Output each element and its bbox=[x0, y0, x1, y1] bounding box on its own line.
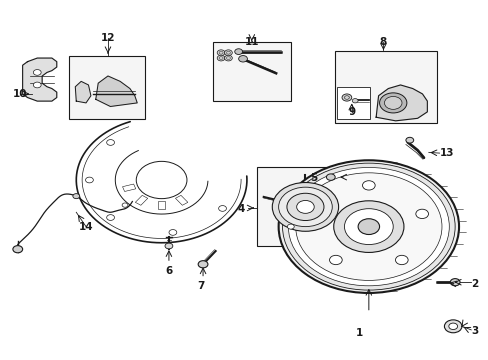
Text: 3: 3 bbox=[470, 325, 478, 336]
Circle shape bbox=[278, 160, 458, 293]
Circle shape bbox=[224, 55, 232, 61]
Bar bbox=[212, 42, 290, 101]
Circle shape bbox=[13, 246, 22, 253]
Text: 12: 12 bbox=[101, 33, 115, 43]
Circle shape bbox=[272, 183, 338, 231]
Circle shape bbox=[341, 94, 351, 101]
Circle shape bbox=[234, 49, 242, 54]
Circle shape bbox=[85, 177, 93, 183]
Circle shape bbox=[362, 181, 374, 190]
Polygon shape bbox=[96, 76, 137, 107]
Circle shape bbox=[415, 209, 427, 219]
Circle shape bbox=[224, 50, 232, 55]
Circle shape bbox=[295, 173, 441, 280]
Text: 2: 2 bbox=[470, 279, 478, 289]
Circle shape bbox=[73, 194, 80, 199]
Circle shape bbox=[164, 243, 172, 249]
Circle shape bbox=[351, 99, 357, 103]
Circle shape bbox=[405, 137, 413, 143]
Circle shape bbox=[287, 224, 294, 229]
Polygon shape bbox=[375, 85, 427, 121]
Circle shape bbox=[357, 219, 379, 234]
Polygon shape bbox=[75, 81, 91, 103]
Circle shape bbox=[218, 206, 226, 211]
Circle shape bbox=[33, 82, 41, 88]
Circle shape bbox=[308, 209, 321, 219]
Text: 7: 7 bbox=[197, 281, 204, 291]
Circle shape bbox=[296, 201, 314, 213]
Circle shape bbox=[288, 167, 448, 286]
Text: 13: 13 bbox=[439, 148, 453, 158]
Circle shape bbox=[449, 279, 459, 286]
Text: 8: 8 bbox=[379, 37, 386, 47]
Circle shape bbox=[448, 323, 457, 329]
Bar bbox=[135, 195, 147, 205]
Circle shape bbox=[106, 215, 114, 220]
Circle shape bbox=[278, 187, 331, 226]
Text: 9: 9 bbox=[347, 107, 355, 117]
Circle shape bbox=[217, 55, 224, 61]
Polygon shape bbox=[22, 58, 57, 101]
Circle shape bbox=[238, 55, 247, 62]
Text: 4: 4 bbox=[237, 204, 244, 214]
Circle shape bbox=[282, 163, 454, 290]
Circle shape bbox=[329, 255, 342, 265]
Bar bbox=[122, 184, 136, 192]
Text: 10: 10 bbox=[13, 89, 27, 99]
Text: 11: 11 bbox=[244, 37, 259, 47]
Text: 5: 5 bbox=[310, 173, 317, 183]
Circle shape bbox=[395, 255, 407, 265]
Bar bbox=[336, 87, 369, 119]
Circle shape bbox=[198, 261, 207, 268]
Circle shape bbox=[286, 193, 324, 221]
Circle shape bbox=[122, 203, 128, 207]
Text: 6: 6 bbox=[165, 266, 172, 276]
Bar bbox=[175, 195, 187, 205]
Circle shape bbox=[384, 96, 401, 109]
Circle shape bbox=[344, 209, 392, 244]
Bar bbox=[256, 167, 353, 246]
Circle shape bbox=[379, 93, 406, 113]
Circle shape bbox=[33, 69, 41, 75]
Circle shape bbox=[333, 201, 403, 252]
Text: 14: 14 bbox=[79, 222, 93, 231]
Bar bbox=[69, 56, 144, 119]
Circle shape bbox=[106, 140, 114, 145]
Circle shape bbox=[169, 230, 177, 235]
Circle shape bbox=[217, 50, 224, 55]
Bar bbox=[158, 201, 164, 210]
Circle shape bbox=[444, 320, 461, 333]
Text: 1: 1 bbox=[355, 328, 362, 338]
Bar bbox=[334, 51, 436, 123]
Circle shape bbox=[136, 161, 186, 199]
Circle shape bbox=[326, 174, 334, 180]
